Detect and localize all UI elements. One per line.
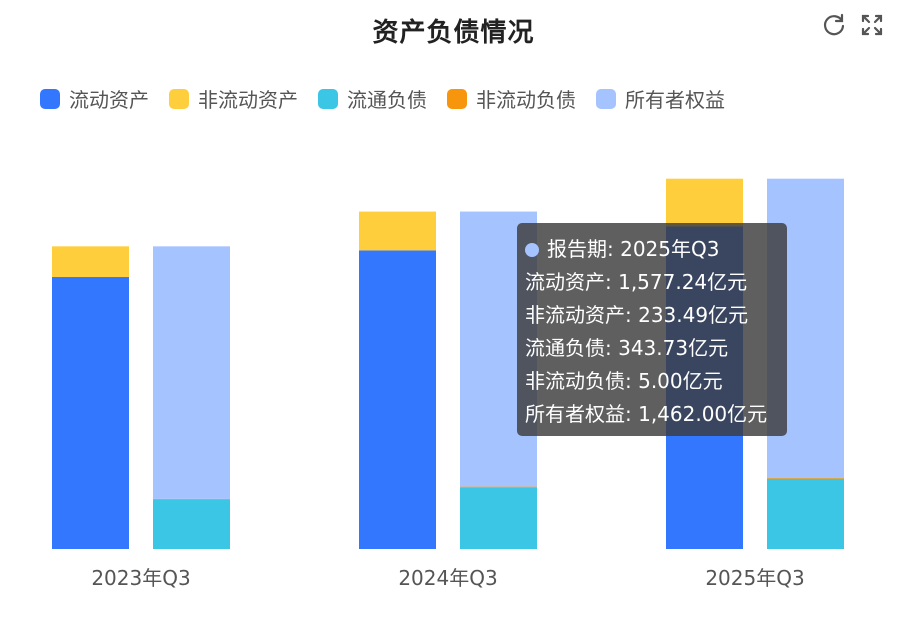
legend-label: 流通负债 [347, 88, 427, 112]
legend-swatch [596, 88, 616, 109]
legend-label: 流动资产 [69, 88, 149, 112]
tooltip-row: 流通负债: 343.73亿元 [525, 336, 729, 360]
bar-segment[interactable] [52, 277, 129, 549]
bar-segment[interactable] [52, 246, 129, 278]
x-tick-label: 2023年Q3 [91, 566, 190, 590]
chart-title: 资产负债情况 [372, 18, 535, 48]
bar-segment[interactable] [359, 211, 436, 251]
legend-swatch [169, 88, 189, 109]
tooltip-row: 非流动负债: 5.00亿元 [525, 369, 723, 393]
bar-segment[interactable] [767, 477, 844, 479]
legend-item-non-current-liabilities[interactable]: 非流动负债 [447, 84, 576, 113]
legend-label: 非流动负债 [476, 88, 576, 112]
x-tick-label: 2024年Q3 [398, 566, 497, 590]
bar-segment[interactable] [460, 486, 537, 488]
tooltip-header: 报告期: 2025年Q3 [547, 237, 720, 261]
legend-label: 所有者权益 [625, 88, 725, 112]
refresh-icon[interactable] [821, 12, 847, 38]
chart-legend: 流动资产 非流动资产 流通负债 非流动负债 所有者权益 [40, 84, 745, 113]
tooltip-row: 非流动资产: 233.49亿元 [525, 303, 749, 327]
legend-swatch [318, 88, 338, 109]
bar-segment[interactable] [460, 487, 537, 549]
legend-label: 非流动资产 [198, 88, 298, 112]
bar-segment[interactable] [153, 498, 230, 500]
bar-segment[interactable] [153, 499, 230, 549]
tooltip-row: 所有者权益: 1,462.00亿元 [525, 402, 768, 426]
legend-item-equity[interactable]: 所有者权益 [596, 84, 725, 113]
tooltip-dot [525, 242, 539, 257]
bar-segment[interactable] [666, 178, 743, 227]
legend-item-non-current-assets[interactable]: 非流动资产 [169, 84, 298, 113]
tooltip-row: 流动资产: 1,577.24亿元 [525, 270, 748, 294]
bar-segment[interactable] [153, 246, 230, 499]
bar-segment[interactable] [359, 250, 436, 549]
legend-swatch [447, 88, 467, 109]
legend-item-current-assets[interactable]: 流动资产 [40, 84, 149, 113]
fullscreen-icon[interactable] [859, 12, 885, 38]
legend-item-current-liabilities[interactable]: 流通负债 [318, 84, 427, 113]
legend-swatch [40, 88, 60, 109]
chart-tooltip: 报告期: 2025年Q3 流动资产: 1,577.24亿元 非流动资产: 233… [517, 223, 787, 436]
bar-segment[interactable] [767, 478, 844, 549]
x-tick-label: 2025年Q3 [705, 566, 804, 590]
